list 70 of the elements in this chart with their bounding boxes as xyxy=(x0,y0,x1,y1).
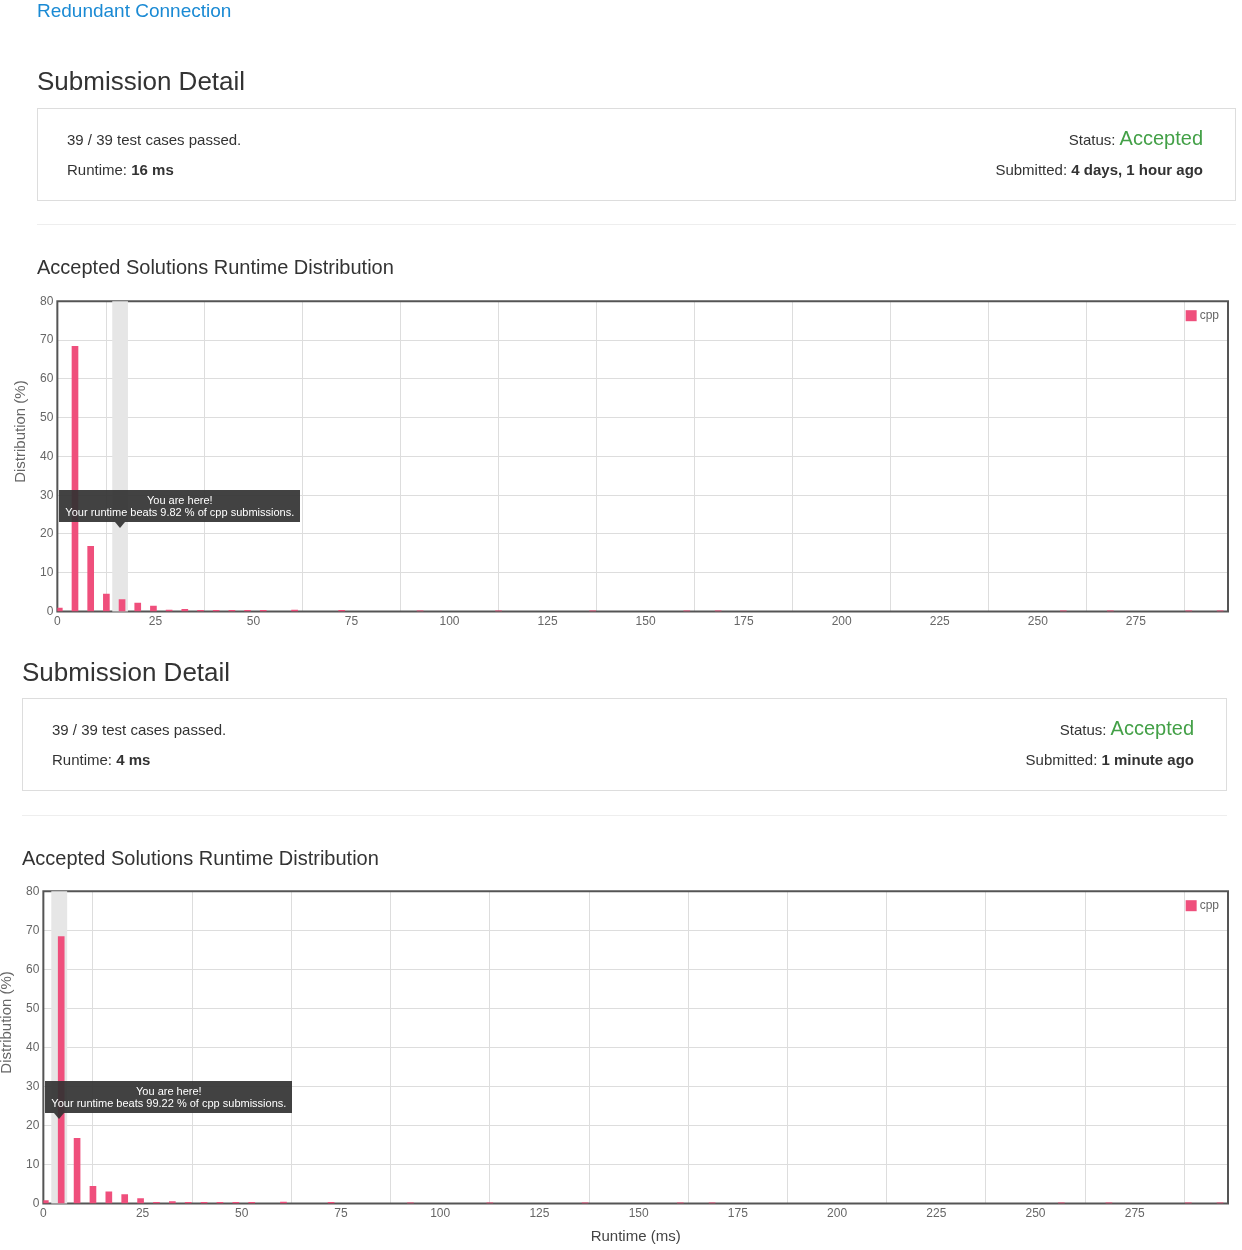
y-tick-label: 0 xyxy=(32,1195,40,1210)
x-tick-label: 225 xyxy=(926,1206,947,1221)
annotation: You are here! xyxy=(145,493,214,506)
x-tick-label: 75 xyxy=(344,614,359,629)
y-tick-label: 50 xyxy=(25,1000,40,1015)
text: Status: Accepted xyxy=(1059,717,1194,740)
x-tick-label: 275 xyxy=(1124,1206,1146,1221)
x-tick-label: 175 xyxy=(727,1206,749,1221)
y-tick-label: 0 xyxy=(46,603,54,618)
text: 39 / 39 test cases passed. xyxy=(52,721,227,738)
x-tick-label: 125 xyxy=(529,1206,550,1221)
y-tick-label: 40 xyxy=(25,1039,40,1054)
x-tick-label: 225 xyxy=(929,614,951,629)
bar xyxy=(121,1194,129,1204)
y-tick-label: 50 xyxy=(39,409,54,424)
text: 39 / 39 test cases passed. xyxy=(67,131,242,148)
x-tick-label: 25 xyxy=(135,1206,150,1221)
x-tick-label: 25 xyxy=(148,614,163,629)
chart-title: Accepted Solutions Runtime Distribution xyxy=(37,256,394,279)
y-tick-label: 70 xyxy=(39,332,54,347)
text: Submitted: 1 minute ago xyxy=(1025,751,1194,768)
y-tick-label: 70 xyxy=(25,922,40,937)
annotation: You are here! xyxy=(135,1085,203,1097)
bar xyxy=(87,546,95,612)
x-tick-label: 150 xyxy=(635,614,656,629)
legend-label: cpp xyxy=(1199,897,1220,912)
y-tick-label: 20 xyxy=(39,526,54,541)
bar xyxy=(150,605,157,612)
text: Submitted: 4 days, 1 hour ago xyxy=(995,161,1203,178)
x-tick-label: 100 xyxy=(430,1206,451,1221)
x-tick-label: 275 xyxy=(1125,614,1147,629)
x-tick-label: 175 xyxy=(733,614,754,629)
chart-title: Accepted Solutions Runtime Distribution xyxy=(22,847,379,870)
x-tick-label: 100 xyxy=(439,614,460,629)
x-axis-title: Runtime (ms) xyxy=(590,1227,681,1245)
annotation: Your runtime beats 9.82 % of cpp submissions. xyxy=(65,505,295,518)
bar xyxy=(137,1198,144,1204)
x-tick-label: 250 xyxy=(1027,614,1049,629)
y-tick-label: 10 xyxy=(39,565,54,580)
y-axis-title: Distribution (%) xyxy=(11,380,29,483)
bar xyxy=(169,1201,176,1204)
bar xyxy=(134,602,142,612)
y-tick-label: 10 xyxy=(25,1156,40,1171)
y-tick-label: 60 xyxy=(39,371,54,386)
text: Runtime: 16 ms xyxy=(67,161,174,178)
annotation: Your runtime beats 99.22 % of cpp submissions. xyxy=(51,1097,287,1109)
y-axis-title: Distribution (%) xyxy=(0,971,15,1074)
text: Submission Detail xyxy=(37,66,246,97)
text: Status: Accepted xyxy=(1068,127,1203,150)
y-tick-label: 40 xyxy=(39,448,54,463)
y-tick-label: 30 xyxy=(25,1078,40,1093)
x-tick-label: 50 xyxy=(246,614,261,629)
x-tick-label: 250 xyxy=(1025,1206,1046,1221)
x-tick-label: 75 xyxy=(334,1206,348,1221)
legend-label: cpp xyxy=(1199,307,1220,322)
bar xyxy=(103,593,110,612)
x-tick-label: 200 xyxy=(827,1206,848,1221)
y-tick-label: 30 xyxy=(39,487,54,502)
y-tick-label: 80 xyxy=(39,293,54,308)
text: Runtime: 4 ms xyxy=(52,751,151,768)
y-tick-label: 60 xyxy=(25,961,40,976)
text: Redundant Connection xyxy=(37,0,232,22)
x-tick-label: 50 xyxy=(235,1206,249,1221)
x-tick-label: 125 xyxy=(537,614,558,629)
x-tick-label: 150 xyxy=(628,1206,649,1221)
bar xyxy=(73,1138,81,1204)
y-tick-label: 80 xyxy=(25,883,40,898)
x-tick-label: 200 xyxy=(831,614,853,629)
y-tick-label: 20 xyxy=(25,1117,40,1132)
text: Submission Detail xyxy=(22,657,231,688)
